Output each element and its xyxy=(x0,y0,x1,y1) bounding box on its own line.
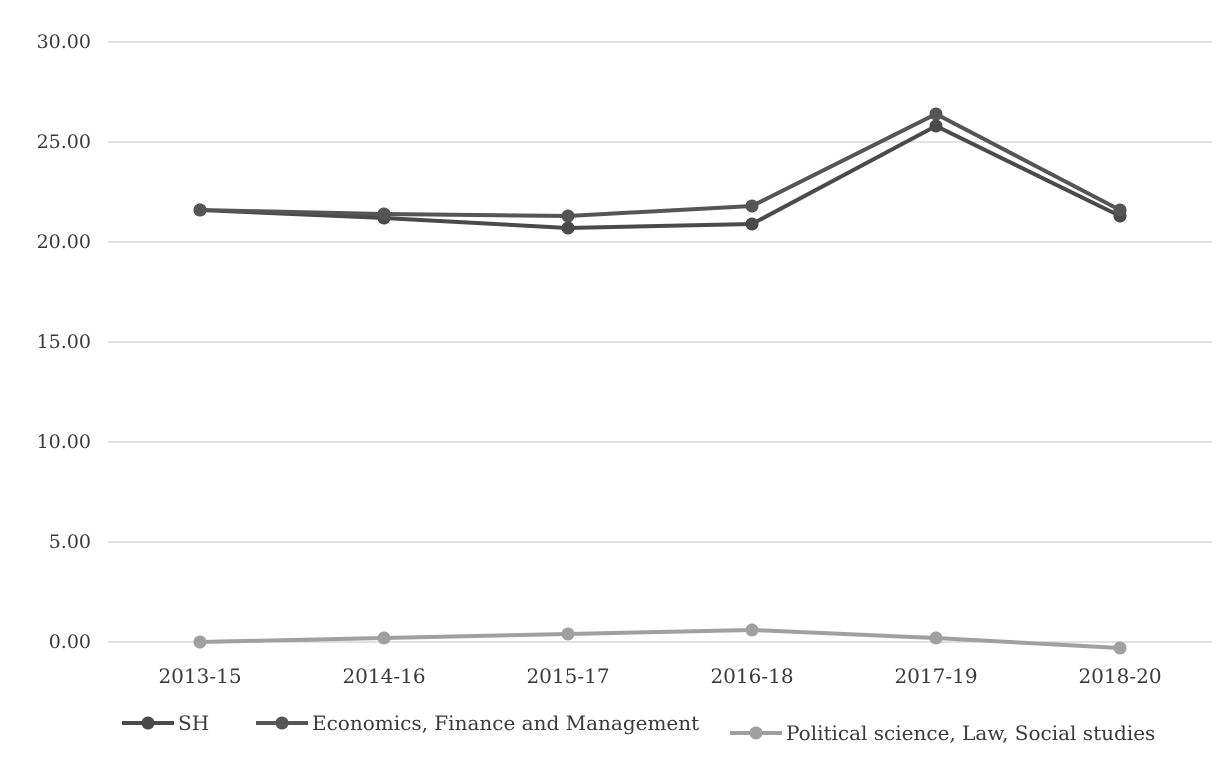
legend-marker xyxy=(749,726,763,740)
legend-item: SH xyxy=(122,711,209,735)
series-lines xyxy=(193,107,1127,655)
data-point xyxy=(745,199,759,213)
series-line xyxy=(199,628,1121,650)
series-line xyxy=(199,124,1121,230)
legend-label: Political science, Law, Social studies xyxy=(786,721,1155,745)
data-point xyxy=(193,203,207,217)
data-point xyxy=(561,221,575,235)
data-point xyxy=(377,207,391,221)
y-tick-label: 15.00 xyxy=(37,331,91,353)
y-tick-label: 5.00 xyxy=(49,531,91,553)
series-2 xyxy=(193,623,1127,655)
data-point xyxy=(929,631,943,645)
y-tick-label: 25.00 xyxy=(37,131,91,153)
x-tick-label: 2014-16 xyxy=(342,664,425,688)
legend: SH Economics, Finance and Management Polit… xyxy=(122,711,1155,745)
legend-item: Political science, Law, Social studies xyxy=(730,721,1155,745)
legend-marker xyxy=(141,716,155,730)
series-0 xyxy=(193,119,1127,235)
legend-item: Economics, Finance and Management xyxy=(256,711,699,735)
y-tick-label: 20.00 xyxy=(37,231,91,253)
y-tick-label: 0.00 xyxy=(49,631,91,653)
legend-label: SH xyxy=(178,711,209,735)
data-point xyxy=(193,635,207,649)
data-point xyxy=(561,209,575,223)
x-tick-label: 2017-19 xyxy=(894,664,977,688)
data-point xyxy=(745,217,759,231)
y-tick-label: 30.00 xyxy=(37,31,91,53)
data-point xyxy=(1113,203,1127,217)
x-axis-ticks: 2013-15 2014-16 2015-17 2016-18 2017-19 2018-… xyxy=(158,664,1161,688)
x-tick-label: 2013-15 xyxy=(158,664,241,688)
x-tick-label: 2015-17 xyxy=(526,664,609,688)
data-point xyxy=(377,631,391,645)
legend-marker xyxy=(275,716,289,730)
y-axis-ticks: 0.00 5.00 10.00 15.00 20.00 25.00 30.00 xyxy=(37,31,91,653)
series-1 xyxy=(193,107,1127,223)
series-line xyxy=(199,112,1121,218)
data-point xyxy=(561,627,575,641)
data-point xyxy=(1113,641,1127,655)
data-point xyxy=(929,119,943,133)
legend-label: Economics, Finance and Management xyxy=(312,711,699,735)
gridlines xyxy=(108,41,1212,643)
y-tick-label: 10.00 xyxy=(37,431,91,453)
data-point xyxy=(929,107,943,121)
x-tick-label: 2016-18 xyxy=(710,664,793,688)
x-tick-label: 2018-20 xyxy=(1078,664,1161,688)
data-point xyxy=(745,623,759,637)
